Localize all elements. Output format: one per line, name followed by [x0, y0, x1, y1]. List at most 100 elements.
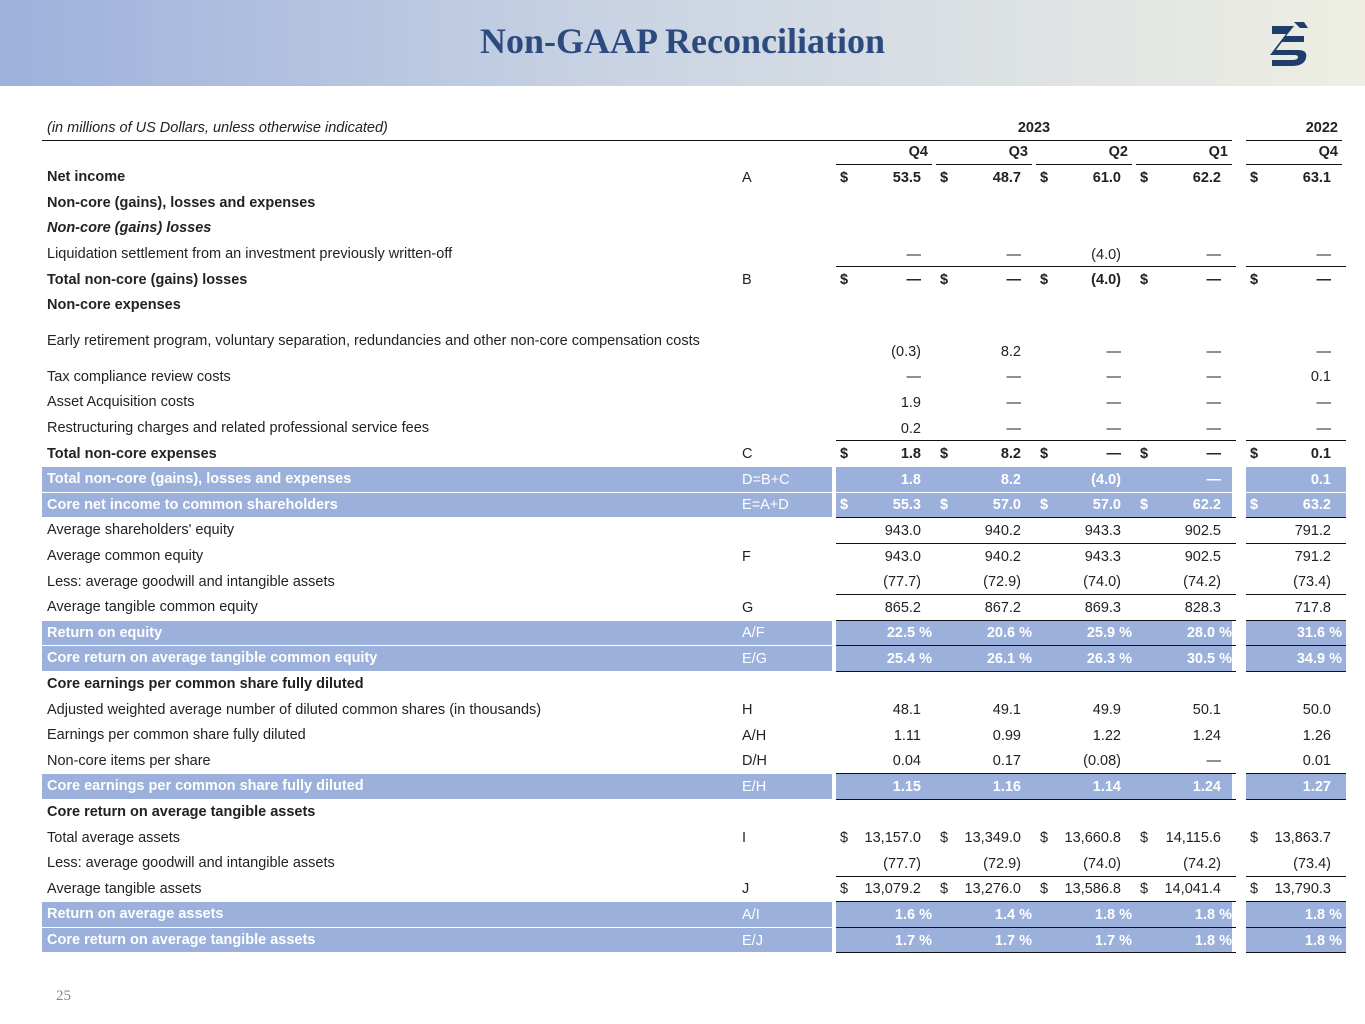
- year-label: 2023: [1017, 120, 1051, 136]
- title: Non-GAAP Reconciliation: [480, 21, 885, 61]
- rule: [1246, 670, 1346, 672]
- cell-value: 1.8 %: [1304, 932, 1342, 949]
- rule: [836, 517, 936, 519]
- rule: [1246, 517, 1346, 519]
- cell-value: 902.5: [1184, 522, 1221, 539]
- cell-value: 1.26: [1302, 727, 1331, 744]
- row-highlight: [1136, 467, 1232, 492]
- rule: [1036, 952, 1136, 954]
- rule: [936, 542, 1036, 544]
- cell-value: 25.9 %: [1086, 625, 1132, 642]
- cell-value: —: [1316, 246, 1332, 263]
- cell-value: 13,660.8: [1064, 830, 1121, 847]
- rule: [1136, 542, 1236, 544]
- cell-value: 50.1: [1192, 702, 1221, 719]
- rule: [1036, 875, 1136, 877]
- currency-symbol: $: [840, 830, 849, 847]
- cell-value: 48.1: [892, 702, 921, 719]
- row-highlight: [936, 646, 1036, 671]
- rule: [936, 875, 1036, 877]
- cell-value: 57.0: [1092, 497, 1121, 514]
- cell-value: 34.9 %: [1296, 650, 1342, 667]
- cell-value: 1.8: [900, 446, 921, 463]
- cell-value: 57.0: [992, 497, 1021, 514]
- year-label: 2022: [1305, 120, 1338, 136]
- cell-value: (73.4): [1293, 574, 1331, 591]
- cell-value: 1.11: [893, 727, 921, 744]
- row-highlight: [936, 492, 1036, 518]
- rule: [936, 798, 1036, 800]
- cell-value: (77.7): [883, 855, 921, 872]
- rule: [1246, 926, 1346, 928]
- currency-symbol: $: [1140, 830, 1149, 847]
- row-label: Non-core (gains) losses: [47, 220, 212, 237]
- cell-value: 828.3: [1184, 599, 1221, 616]
- cell-value: 0.04: [892, 753, 921, 770]
- rule: [836, 901, 936, 903]
- row-label: Return on average assets: [47, 906, 224, 923]
- currency-symbol: $: [1040, 169, 1049, 186]
- rule: [1036, 926, 1136, 928]
- rule: [836, 440, 936, 442]
- cell-value: (74.0): [1083, 855, 1121, 872]
- cell-value: 1.24: [1192, 727, 1221, 744]
- row-ref: A/H: [742, 727, 767, 744]
- cell-value: —: [906, 369, 922, 386]
- row-highlight: [836, 774, 936, 799]
- page-number: 25: [56, 988, 71, 1004]
- rule: [1246, 140, 1342, 141]
- cell-value: 50.0: [1302, 702, 1331, 719]
- row-highlight: [1036, 467, 1136, 492]
- row-highlight: [1136, 902, 1232, 927]
- currency-symbol: $: [1140, 446, 1149, 463]
- rule: [1246, 619, 1346, 621]
- row-highlight: [1246, 902, 1346, 927]
- row-highlight: [1136, 492, 1232, 518]
- cell-value: 940.2: [984, 548, 1021, 565]
- row-label: Core return on average tangible assets: [47, 804, 316, 821]
- row-label: Non-core items per share: [47, 752, 211, 769]
- cell-value: 943.0: [884, 548, 921, 565]
- rule: [1136, 875, 1236, 877]
- cell-value: 1.4 %: [994, 906, 1032, 923]
- cell-value: 1.8 %: [1194, 932, 1232, 949]
- rule: [1036, 517, 1136, 519]
- rule: [1246, 266, 1346, 268]
- cell-value: (4.0): [1091, 246, 1121, 263]
- rule: [1136, 266, 1236, 268]
- cell-value: —: [1206, 446, 1222, 463]
- row-ref: I: [742, 830, 747, 847]
- row-label: Earnings per common share fully diluted: [47, 727, 306, 744]
- rule: [936, 164, 1032, 165]
- cell-value: (77.7): [883, 574, 921, 591]
- cell-value: 8.2: [1000, 344, 1021, 361]
- cell-value: 8.2: [1000, 446, 1021, 463]
- row-highlight: [836, 646, 936, 671]
- row-highlight: [1136, 620, 1232, 646]
- row-label: Early retirement program, voluntary sepa…: [47, 333, 700, 350]
- rule: [936, 926, 1036, 928]
- cell-value: 63.1: [1302, 169, 1331, 186]
- cell-value: 8.2: [1000, 471, 1021, 488]
- cell-value: —: [1206, 246, 1222, 263]
- rule: [1136, 619, 1236, 621]
- row-highlight: [936, 620, 1036, 646]
- cell-value: 62.2: [1192, 497, 1221, 514]
- cell-value: (73.4): [1293, 855, 1331, 872]
- cell-value: 1.16: [992, 778, 1021, 795]
- rule: [1036, 645, 1136, 647]
- note: (in millions of US Dollars, unless other…: [47, 120, 388, 136]
- cell-value: —: [1106, 394, 1122, 411]
- row-label: Non-core (gains), losses and expenses: [47, 194, 316, 211]
- rule: [1246, 542, 1346, 544]
- cell-value: —: [1006, 272, 1022, 289]
- cell-value: —: [1106, 369, 1122, 386]
- row-highlight: [1246, 467, 1346, 492]
- row-highlight: [1036, 927, 1136, 953]
- header-band: [0, 0, 1365, 86]
- row-label: Average shareholders' equity: [47, 522, 235, 539]
- quarter-label: Q3: [1008, 144, 1028, 160]
- cell-value: —: [1206, 369, 1222, 386]
- rule: [1136, 594, 1236, 595]
